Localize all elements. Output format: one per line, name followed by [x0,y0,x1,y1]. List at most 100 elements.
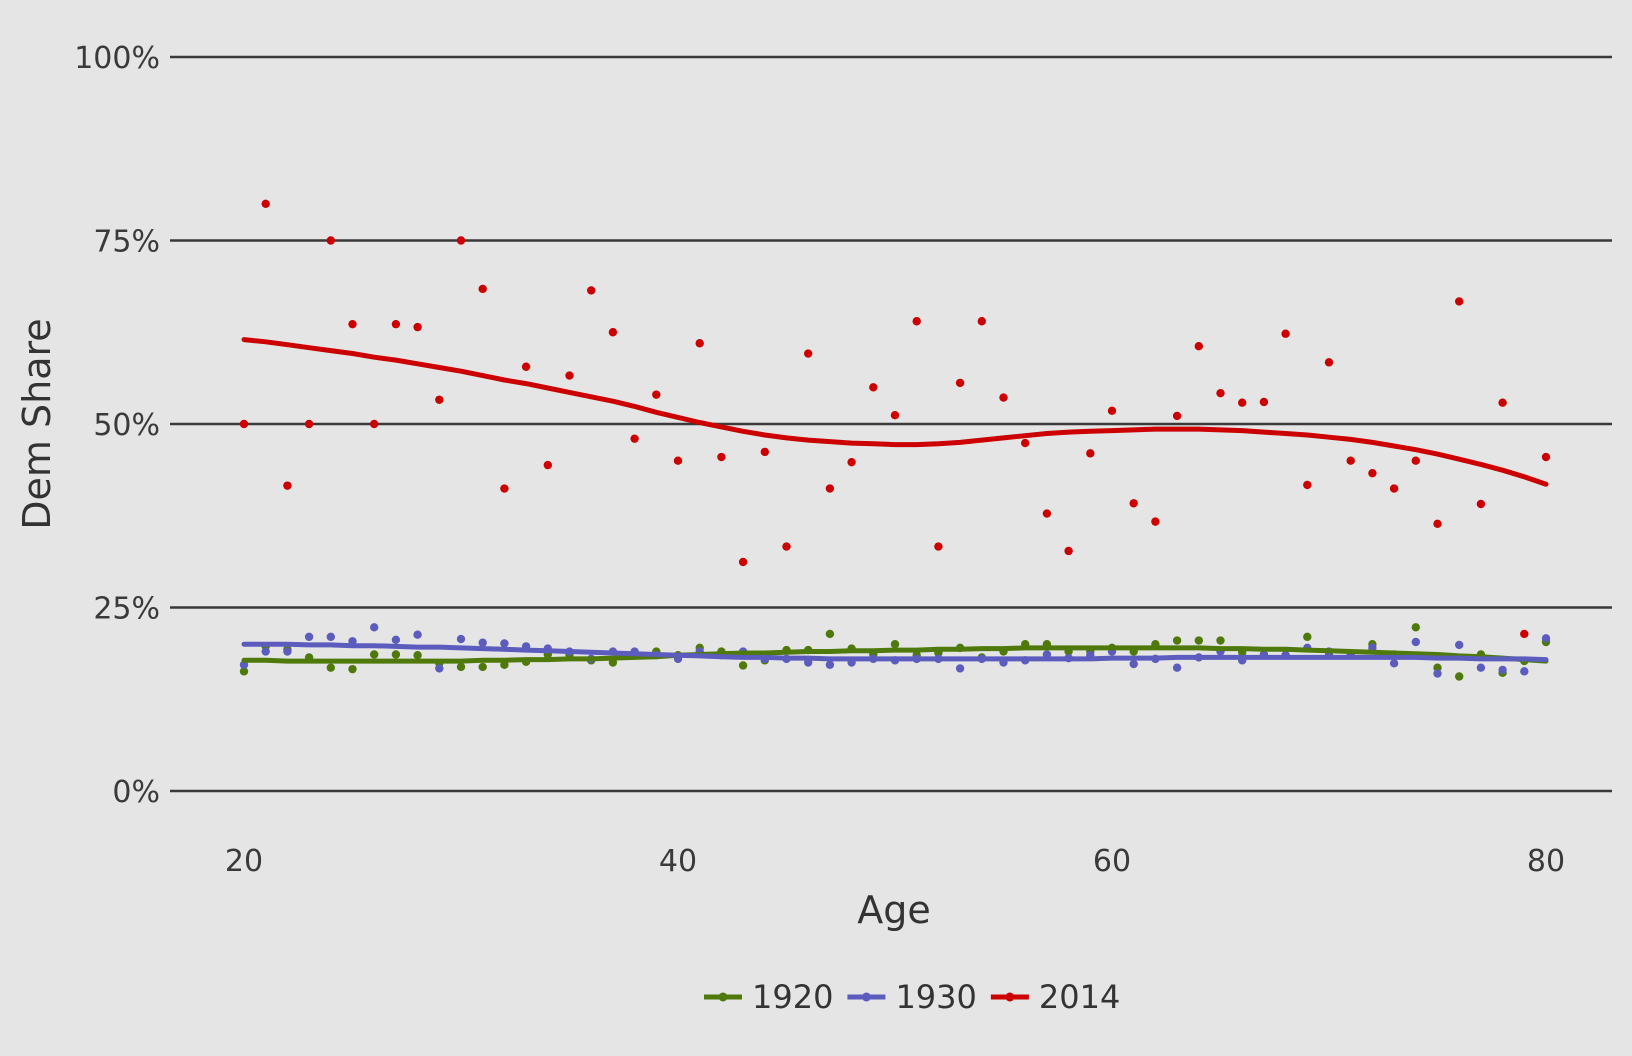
data-point [326,632,335,642]
data-point [370,419,379,429]
data-point [1042,509,1052,518]
data-point [1303,480,1312,490]
data-point [912,317,921,326]
trend-line-1920 [241,645,1549,664]
data-point [1433,663,1442,672]
data-point [1389,659,1399,668]
data-point [782,542,791,551]
legend: 1920 1930 2014 [704,978,1120,1016]
data-point [1151,517,1160,526]
data-point [348,319,357,329]
data-point [1324,358,1334,367]
data-point [1238,398,1247,407]
legend-label: 2014 [1039,978,1120,1016]
data-point [1433,669,1442,678]
data-point [1498,398,1507,407]
data-point [261,647,270,656]
x-tick-label: 20 [225,844,263,879]
x-tick-label: 80 [1527,844,1565,879]
data-point [1216,636,1225,645]
data-point [890,410,900,420]
y-tick-labels: 0% 25% 50% 75% 100% [74,41,160,810]
data-point [1541,634,1551,643]
data-point [847,457,856,467]
data-point [456,634,466,644]
data-point [1194,636,1204,645]
legend-label: 1920 [752,978,833,1016]
data-point [500,639,509,648]
legend-swatch-point [1005,992,1015,1002]
data-point [1064,546,1073,556]
data-point [630,434,639,443]
data-point [1172,636,1182,645]
data-point [391,635,401,644]
data-point [478,284,487,294]
data-point [543,460,552,470]
data-point [413,322,422,332]
data-point [1020,438,1030,448]
data-point [304,632,314,642]
y-tick-label: 0% [112,775,160,810]
data-point [391,650,401,659]
data-point [1172,411,1182,421]
x-tick-labels: 20 40 60 80 [225,844,1565,879]
x-tick-label: 60 [1093,844,1131,879]
data-point [326,236,335,245]
data-point [478,662,487,672]
legend-item-1920: 1920 [704,978,833,1016]
data-point [1455,640,1464,650]
data-point [500,484,509,493]
data-point [738,557,748,567]
data-point [1259,397,1269,407]
plot-area [239,199,1551,681]
data-point [760,447,769,457]
data-point [435,664,444,673]
data-point [804,349,813,358]
data-point [955,664,965,673]
data-point [283,481,292,490]
legend-swatch-point [718,992,728,1002]
data-point [413,630,422,639]
data-point [934,542,943,551]
data-point [1107,406,1117,415]
data-point [999,393,1008,402]
data-point [1172,663,1182,672]
data-point [391,319,401,329]
y-tick-label: 75% [93,225,160,260]
data-point [1476,499,1486,509]
data-point [370,623,379,632]
trend-lines [241,337,1549,664]
data-point [1520,629,1529,639]
data-point [370,650,379,659]
data-point [1194,341,1204,351]
data-point [1389,484,1399,493]
data-point [825,484,835,493]
data-point [890,640,900,649]
x-axis-title: Age [857,888,931,932]
data-point [348,664,357,674]
data-point [1303,632,1312,642]
data-point [456,236,466,245]
y-tick-label: 25% [93,592,160,627]
data-point [413,651,422,660]
legend-item-2014: 2014 [990,978,1120,1016]
data-point [326,663,335,672]
data-point [825,629,835,639]
data-point [435,395,444,404]
data-point [738,661,748,670]
data-point [1411,456,1421,465]
trend-line-1930 [241,641,1549,663]
trend-line-2014 [241,337,1549,487]
data-point [1433,519,1442,529]
data-point [239,667,249,676]
data-point [565,371,574,380]
data-point [955,378,965,388]
data-point [1520,667,1529,676]
legend-swatch-point [861,992,871,1002]
data-point [239,419,249,429]
legend-label: 1930 [895,978,976,1016]
data-point [608,328,618,337]
y-tick-label: 100% [74,41,160,76]
